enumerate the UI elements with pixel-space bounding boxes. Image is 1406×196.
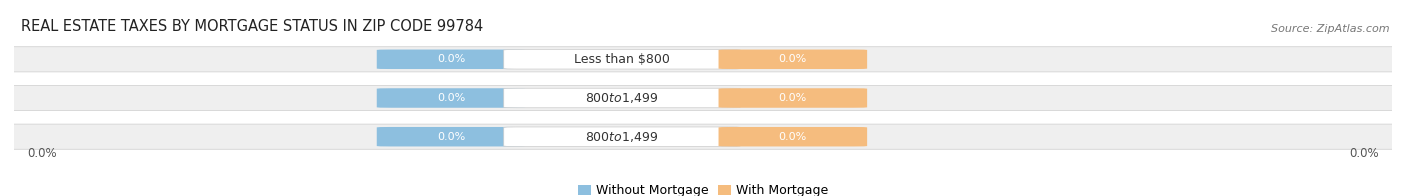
Text: 0.0%: 0.0%	[437, 54, 465, 64]
Text: 0.0%: 0.0%	[779, 132, 807, 142]
FancyBboxPatch shape	[503, 88, 740, 108]
Text: 0.0%: 0.0%	[437, 132, 465, 142]
Text: 0.0%: 0.0%	[1348, 147, 1378, 160]
Text: $800 to $1,499: $800 to $1,499	[585, 91, 658, 105]
FancyBboxPatch shape	[377, 88, 526, 108]
Text: 0.0%: 0.0%	[437, 93, 465, 103]
FancyBboxPatch shape	[503, 127, 740, 146]
Text: REAL ESTATE TAXES BY MORTGAGE STATUS IN ZIP CODE 99784: REAL ESTATE TAXES BY MORTGAGE STATUS IN …	[21, 19, 484, 34]
FancyBboxPatch shape	[377, 50, 526, 69]
Text: 0.0%: 0.0%	[28, 147, 58, 160]
FancyBboxPatch shape	[718, 127, 868, 146]
Text: 0.0%: 0.0%	[779, 54, 807, 64]
FancyBboxPatch shape	[0, 124, 1406, 149]
Text: 0.0%: 0.0%	[779, 93, 807, 103]
FancyBboxPatch shape	[718, 50, 868, 69]
Text: Source: ZipAtlas.com: Source: ZipAtlas.com	[1271, 24, 1389, 34]
FancyBboxPatch shape	[377, 127, 526, 146]
FancyBboxPatch shape	[0, 47, 1406, 72]
FancyBboxPatch shape	[0, 85, 1406, 111]
Text: $800 to $1,499: $800 to $1,499	[585, 130, 658, 144]
Legend: Without Mortgage, With Mortgage: Without Mortgage, With Mortgage	[574, 179, 832, 196]
FancyBboxPatch shape	[503, 50, 740, 69]
FancyBboxPatch shape	[718, 88, 868, 108]
Text: Less than $800: Less than $800	[574, 53, 669, 66]
